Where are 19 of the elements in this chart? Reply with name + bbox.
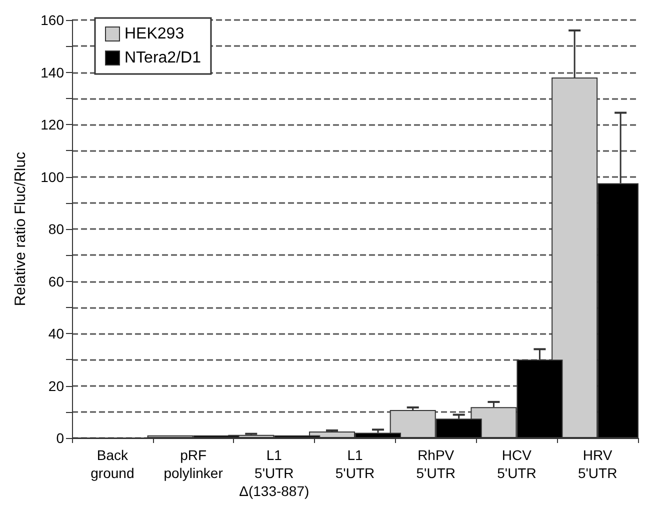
y-axis-title: Relative ratio Fluc/Rluc <box>12 151 29 306</box>
y-tick-label: 120 <box>40 116 64 132</box>
y-tick-label: 140 <box>40 64 64 80</box>
y-tick-label: 20 <box>48 378 64 394</box>
y-tick-label: 100 <box>40 168 64 185</box>
legend-label: NTera2/D1 <box>124 50 202 66</box>
y-tick-label: 0 <box>56 430 64 446</box>
y-tick-label: 80 <box>48 221 64 237</box>
x-tick-label: pRF polylinker <box>164 447 224 481</box>
x-tick-label: L1 5'UTR <box>335 447 375 481</box>
x-tick-label: L1 5'UTR Δ(133-887) <box>239 447 310 499</box>
x-tick-label: HRV 5'UTR <box>578 447 618 481</box>
x-tick-label: HCV 5'UTR <box>497 447 536 481</box>
y-tick-label: 160 <box>40 12 64 28</box>
x-tick-label: Back ground <box>90 447 134 481</box>
y-tick-label: 60 <box>48 273 64 290</box>
legend-label: HEK293 <box>124 26 184 42</box>
y-tick-label: 40 <box>48 326 64 342</box>
x-tick-label: RhPV 5'UTR <box>416 447 456 481</box>
